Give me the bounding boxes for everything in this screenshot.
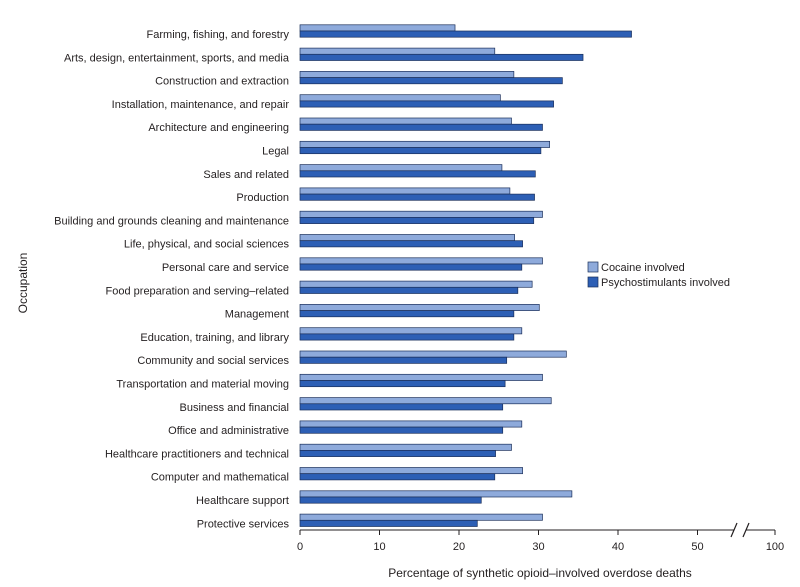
category-label-education-training-and-library: Education, training, and library <box>140 332 289 344</box>
bar-cocaine-involved-personal-care-and-service <box>299 257 543 265</box>
bar-psychostimulants-involved-protective-services <box>299 519 478 527</box>
category-label-production: Production <box>236 192 289 204</box>
category-labels: Farming, fishing, and forestry Arts, desi… <box>54 29 290 530</box>
x-axis: 0 10 20 30 40 50 100 <box>297 522 784 553</box>
bar-cocaine-involved-sales-and-related <box>299 164 503 172</box>
bar-psychostimulants-involved-community-and-social-services <box>299 356 508 364</box>
x-tick-label-0: 0 <box>297 541 303 553</box>
bar-cocaine-involved-healthcare-support <box>299 490 573 498</box>
category-label-healthcare-practitioners-and-technical: Healthcare practitioners and technical <box>105 448 289 460</box>
bar-psychostimulants-involved-production <box>299 193 535 201</box>
category-label-construction-and-extraction: Construction and extraction <box>155 76 289 88</box>
bar-psychostimulants-involved-food-preparation-and-serving-related <box>299 286 519 294</box>
bar-cocaine-involved-protective-services <box>299 513 543 521</box>
bar-psychostimulants-involved-transportation-and-material-moving <box>299 380 506 388</box>
legend-swatch-cocaine-involved <box>587 261 599 273</box>
category-label-protective-services: Protective services <box>197 518 290 530</box>
category-label-office-and-administrative: Office and administrative <box>168 425 289 437</box>
category-label-building-and-grounds-cleaning-and-maintenance: Building and grounds cleaning and mainte… <box>54 215 289 227</box>
legend-label-psychostimulants-involved: Psychostimulants involved <box>601 277 730 289</box>
bar-cocaine-involved-business-and-financial <box>299 397 552 405</box>
bar-cocaine-involved-construction-and-extraction <box>299 71 515 78</box>
category-label-architecture-and-engineering: Architecture and engineering <box>148 122 289 134</box>
category-label-life-physical-and-social-sciences: Life, physical, and social sciences <box>124 239 290 251</box>
category-label-food-preparation-and-serving-related: Food preparation and serving–related <box>106 285 289 297</box>
bar-psychostimulants-involved-computer-and-mathematical <box>299 473 496 481</box>
category-label-healthcare-support: Healthcare support <box>196 495 289 507</box>
bar-cocaine-involved-building-and-grounds-cleaning-and-maintenance <box>299 210 543 218</box>
category-label-management: Management <box>225 309 289 321</box>
bar-psychostimulants-involved-life-physical-and-social-sciences <box>299 240 523 248</box>
legend-swatch-psychostimulants-involved <box>587 276 599 288</box>
bar-cocaine-involved-healthcare-practitioners-and-technical <box>299 443 512 451</box>
bar-cocaine-involved-computer-and-mathematical <box>299 467 523 475</box>
bar-cocaine-involved-education-training-and-library <box>299 327 523 335</box>
legend: Cocaine involved Psychostimulants involve… <box>587 261 730 289</box>
category-label-farming-fishing-and-forestry: Farming, fishing, and forestry <box>147 29 290 41</box>
bar-psychostimulants-involved-education-training-and-library <box>299 333 515 341</box>
category-label-legal: Legal <box>262 146 289 158</box>
bar-psychostimulants-involved-architecture-and-engineering <box>299 123 543 131</box>
bar-psychostimulants-involved-building-and-grounds-cleaning-and-maintenance <box>299 217 535 224</box>
category-label-sales-and-related: Sales and related <box>203 169 289 181</box>
bar-psychostimulants-involved-construction-and-extraction <box>299 77 563 85</box>
category-label-arts-design-entertainment-sports-and-media: Arts, design, entertainment, sports, and… <box>64 52 290 64</box>
bar-cocaine-involved-arts-design-entertainment-sports-and-media <box>299 47 496 55</box>
bar-psychostimulants-involved-farming-fishing-and-forestry <box>299 30 632 38</box>
bar-cocaine-involved-transportation-and-material-moving <box>299 373 543 381</box>
bar-psychostimulants-involved-personal-care-and-service <box>299 263 523 271</box>
x-tick-label-30: 30 <box>532 541 544 553</box>
bars <box>299 24 632 527</box>
bar-psychostimulants-involved-arts-design-entertainment-sports-and-media <box>299 53 584 61</box>
axis-break-mark <box>742 522 750 538</box>
bar-cocaine-involved-architecture-and-engineering <box>299 117 512 125</box>
bar-cocaine-involved-installation-maintenance-and-repair <box>299 94 501 102</box>
category-label-community-and-social-services: Community and social services <box>137 355 289 367</box>
bar-cocaine-involved-management <box>299 304 540 311</box>
bar-psychostimulants-involved-business-and-financial <box>299 403 504 411</box>
bar-psychostimulants-involved-legal <box>299 147 542 155</box>
category-label-personal-care-and-service: Personal care and service <box>162 262 289 274</box>
category-label-computer-and-mathematical: Computer and mathematical <box>151 472 289 484</box>
x-axis-title: Percentage of synthetic opioid–involved … <box>388 566 692 580</box>
bar-psychostimulants-involved-management <box>299 310 515 318</box>
x-tick-label-40: 40 <box>612 541 624 553</box>
bar-cocaine-involved-life-physical-and-social-sciences <box>299 234 515 242</box>
bar-cocaine-involved-community-and-social-services <box>299 350 567 358</box>
bar-psychostimulants-involved-healthcare-support <box>299 496 482 504</box>
bar-psychostimulants-involved-office-and-administrative <box>299 426 504 434</box>
category-label-installation-maintenance-and-repair: Installation, maintenance, and repair <box>112 99 290 111</box>
bar-psychostimulants-involved-installation-maintenance-and-repair <box>299 100 554 108</box>
axis-break-mark <box>730 522 738 538</box>
bar-cocaine-involved-office-and-administrative <box>299 420 523 428</box>
x-tick-label-10: 10 <box>373 541 385 553</box>
x-tick-label-100: 100 <box>766 541 784 553</box>
x-tick-label-50: 50 <box>691 541 703 553</box>
bar-cocaine-involved-production <box>299 187 511 195</box>
bar-cocaine-involved-legal <box>299 140 550 148</box>
bar-psychostimulants-involved-sales-and-related <box>299 170 536 178</box>
category-label-business-and-financial: Business and financial <box>180 402 289 414</box>
legend-label-cocaine-involved: Cocaine involved <box>601 262 685 274</box>
bar-cocaine-involved-food-preparation-and-serving-related <box>299 280 533 288</box>
category-label-transportation-and-material-moving: Transportation and material moving <box>116 379 289 391</box>
bar-psychostimulants-involved-healthcare-practitioners-and-technical <box>299 450 496 457</box>
y-axis-title: Occupation <box>16 253 30 314</box>
bar-cocaine-involved-farming-fishing-and-forestry <box>299 24 456 32</box>
x-tick-label-20: 20 <box>453 541 465 553</box>
